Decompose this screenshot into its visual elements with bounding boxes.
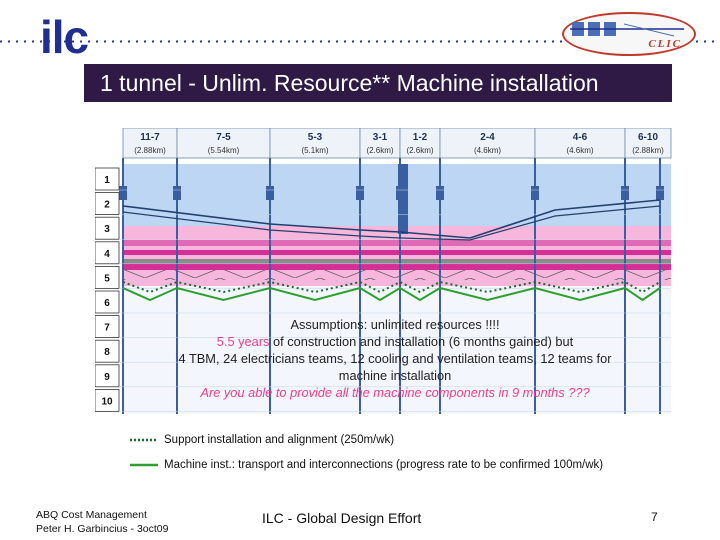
segment-name: 1-2 xyxy=(413,132,428,143)
year-box xyxy=(95,388,120,412)
segment-length: (5.1km) xyxy=(301,146,328,155)
legend-machine: Machine inst.: transport and interconnec… xyxy=(130,459,603,471)
footer-author: ABQ Cost Management Peter H. Garbincius … xyxy=(36,508,168,536)
shaft-module xyxy=(266,186,274,200)
lower-band xyxy=(123,286,671,414)
segment-length: (2.6km) xyxy=(366,146,393,155)
segment-box xyxy=(122,128,178,159)
magenta-stripe-1 xyxy=(123,240,671,246)
magenta-stripe-2 xyxy=(123,250,671,255)
segment-headers: 11-7 (2.88km) 7-5 (5.54km) 5-3 (5.1km) 3-1 (2.6… xyxy=(122,128,672,159)
machine-installation-line xyxy=(122,286,661,302)
segment-box xyxy=(439,128,536,159)
segment-length: (2.6km) xyxy=(406,146,433,155)
year-box xyxy=(95,167,120,191)
assumption-line-5: Are you able to provide all the machine … xyxy=(200,385,590,400)
segment-name: 6-10 xyxy=(638,132,658,143)
year-label: 5 xyxy=(104,273,110,284)
legend-support-label: Support installation and alignment (250m… xyxy=(164,434,395,446)
year-label: 9 xyxy=(104,372,110,383)
year-box xyxy=(95,241,120,265)
segment-name: 3-1 xyxy=(373,132,388,143)
shaft-module xyxy=(119,186,127,200)
assumption-line-2: 5.5 years of construction and installati… xyxy=(140,333,650,350)
segment-length: (2.88km) xyxy=(134,146,166,155)
year-label: 8 xyxy=(104,347,110,358)
assumptions-box: Assumptions: unlimited resources !!!! 5.… xyxy=(140,316,650,401)
shaft-module xyxy=(656,186,664,200)
year-label: 6 xyxy=(104,298,110,309)
year-box xyxy=(95,265,120,289)
magenta-stripe-3 xyxy=(123,264,671,270)
segment-length: (4.6km) xyxy=(566,146,593,155)
year-label: 7 xyxy=(104,323,110,334)
navy-line-1 xyxy=(122,199,661,239)
assumption-line-4: machine installation xyxy=(338,368,452,383)
gray-stripe xyxy=(123,259,671,264)
year-box xyxy=(95,339,120,363)
footer-line-1: ABQ Cost Management xyxy=(36,509,147,521)
segment-box xyxy=(359,128,401,159)
assumption-line-1: Assumptions: unlimited resources !!!! xyxy=(290,317,500,332)
slide-title: 1 tunnel - Unlim. Resource** Machine ins… xyxy=(84,64,672,102)
assumption-line-3: 4 TBM, 24 electricians teams, 12 cooling… xyxy=(178,351,612,366)
footer-line-2: Peter H. Garbincius - 3oct09 xyxy=(36,523,169,535)
assumption-years: 5.5 years xyxy=(216,334,270,349)
clic-logo-text: CLIC xyxy=(648,38,682,50)
shaft-module xyxy=(531,186,539,200)
central-shaft xyxy=(398,164,408,234)
installation-schedule-diagram: 11-7 (2.88km) 7-5 (5.54km) 5-3 (5.1km) 3-1 (2.6… xyxy=(95,128,672,414)
segment-box xyxy=(176,128,271,159)
footer-title: ILC - Global Design Effort xyxy=(262,510,422,526)
shaft-lines xyxy=(119,158,664,414)
zigzag-band xyxy=(123,270,671,280)
segment-name: 2-4 xyxy=(480,132,495,143)
assumption-line-2-rest: of construction and installation (6 mont… xyxy=(269,334,574,349)
segment-box xyxy=(399,128,441,159)
segment-box xyxy=(534,128,626,159)
shaft-module xyxy=(621,186,629,200)
year-labels: 1 2 3 4 5 6 7 8 9 10 xyxy=(95,167,671,412)
navy-line-2 xyxy=(122,205,661,241)
segment-name: 4-6 xyxy=(573,132,588,143)
year-box xyxy=(95,216,120,240)
ilc-logo: ilc xyxy=(40,11,89,63)
year-box xyxy=(95,290,120,314)
page-number: 7 xyxy=(651,510,658,524)
segment-name: 7-5 xyxy=(216,132,231,143)
legend-machine-label: Machine inst.: transport and interconnec… xyxy=(164,459,604,471)
legend-support: Support installation and alignment (250m… xyxy=(130,434,394,446)
segment-name: 5-3 xyxy=(308,132,323,143)
segment-length: (5.54km) xyxy=(208,146,240,155)
year-label: 4 xyxy=(104,249,110,260)
segment-length: (2.88km) xyxy=(632,146,664,155)
year-label: 3 xyxy=(104,224,110,235)
shaft-module xyxy=(356,186,364,200)
shaft-module xyxy=(436,186,444,200)
year-box xyxy=(95,364,120,388)
year-box xyxy=(95,192,120,215)
segment-name: 11-7 xyxy=(140,132,160,143)
segment-length: (4.6km) xyxy=(474,146,501,155)
year-label: 2 xyxy=(104,200,110,211)
year-label: 1 xyxy=(104,175,110,186)
clic-logo: CLIC xyxy=(562,12,696,56)
shaft-module xyxy=(173,186,181,200)
segment-box xyxy=(624,128,672,159)
segment-box xyxy=(269,128,361,159)
year-label: 10 xyxy=(101,396,113,407)
year-box xyxy=(95,315,120,339)
